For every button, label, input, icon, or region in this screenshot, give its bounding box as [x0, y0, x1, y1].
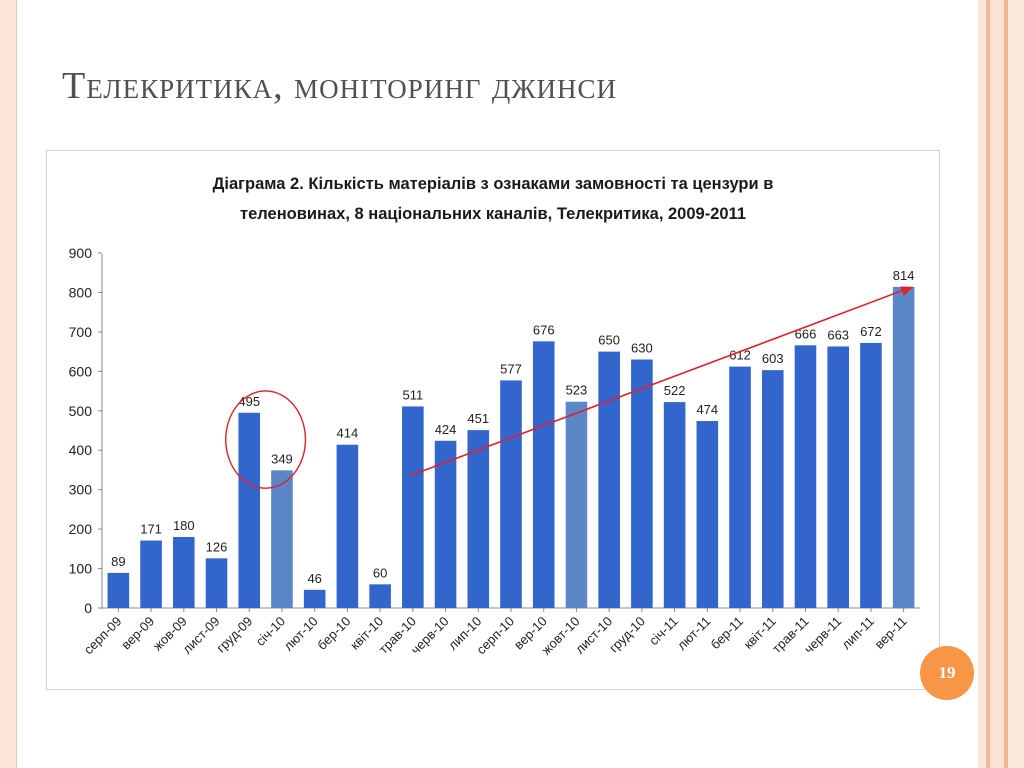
data-label: 424: [435, 422, 457, 437]
data-label: 603: [762, 351, 784, 366]
x-tick-label: черв-11: [801, 614, 844, 657]
data-label: 630: [631, 341, 653, 356]
bar: [663, 402, 686, 608]
x-tick-label: бер-11: [708, 614, 747, 653]
y-tick-label: 500: [69, 403, 93, 419]
bar: [860, 342, 882, 608]
data-label: 349: [271, 451, 293, 466]
data-label: 814: [893, 268, 915, 283]
bar: [336, 444, 359, 608]
data-label: 46: [307, 571, 321, 586]
bar-chart: Діаграма 2. Кількість матеріалів з ознак…: [69, 175, 920, 658]
data-label: 474: [696, 402, 718, 417]
bar: [500, 380, 522, 608]
right-decorative-stripes: [978, 0, 1024, 768]
data-label: 650: [598, 333, 620, 348]
bar: [892, 286, 915, 608]
data-label: 60: [373, 565, 387, 580]
bar: [271, 470, 293, 608]
slide-title: Телекритика, моніторинг джинси: [62, 65, 618, 107]
data-label: 180: [173, 518, 195, 533]
data-label: 612: [729, 348, 751, 363]
page-number: 19: [938, 663, 956, 682]
bar: [107, 572, 130, 608]
bar: [794, 345, 817, 608]
data-label: 511: [402, 387, 423, 402]
page-number-badge: 19: [920, 646, 974, 700]
bar: [761, 370, 784, 608]
bar: [303, 589, 326, 608]
data-label: 495: [238, 394, 260, 409]
left-decorative-border: [0, 0, 17, 768]
data-label: 577: [500, 361, 522, 376]
x-tick-label: лип-11: [838, 614, 877, 653]
bar: [696, 421, 719, 608]
x-tick-label: вер-11: [872, 614, 910, 652]
trend-arrowhead: [900, 286, 914, 296]
data-label: 672: [860, 324, 882, 339]
bar: [598, 351, 620, 608]
x-tick-label: лют-11: [674, 614, 713, 653]
data-label: 676: [533, 322, 555, 337]
bar: [532, 341, 555, 608]
y-tick-label: 700: [69, 324, 93, 340]
y-tick-label: 200: [69, 521, 93, 537]
bar: [631, 359, 653, 608]
data-label: 451: [467, 411, 489, 426]
chart-title-line-1: Діаграма 2. Кількість матеріалів з ознак…: [213, 175, 774, 193]
bar: [434, 440, 457, 608]
bar: [402, 406, 424, 608]
bar: [565, 401, 588, 608]
data-label: 522: [664, 383, 686, 398]
highlight-circle: [225, 390, 307, 489]
data-label: 414: [337, 426, 359, 441]
bar: [467, 430, 490, 608]
y-tick-label: 600: [69, 363, 93, 379]
data-label: 89: [111, 554, 125, 569]
x-tick-label: груд-09: [213, 614, 255, 656]
bar: [238, 412, 261, 608]
data-label: 666: [795, 326, 817, 341]
chart-title-line-2: теленовинах, 8 національних каналів, Тел…: [240, 205, 746, 223]
bar: [729, 366, 751, 608]
y-tick-label: 400: [69, 442, 93, 458]
x-tick-label: вер-09: [118, 614, 157, 653]
y-tick-label: 100: [69, 561, 93, 577]
bar: [827, 346, 849, 608]
data-label: 663: [827, 327, 849, 342]
bar: [205, 558, 228, 608]
data-label: 171: [140, 522, 162, 537]
chart-container: Діаграма 2. Кількість матеріалів з ознак…: [46, 150, 940, 690]
y-tick-label: 900: [69, 245, 93, 261]
trend-line: [409, 288, 906, 477]
y-tick-label: 800: [69, 284, 93, 300]
y-tick-label: 300: [69, 482, 93, 498]
y-tick-label: 0: [84, 600, 92, 616]
x-tick-label: груд-10: [606, 614, 648, 656]
bar: [140, 540, 162, 608]
bar: [173, 537, 195, 608]
bar: [369, 584, 391, 608]
x-tick-label: бер-10: [314, 614, 353, 653]
data-label: 523: [566, 383, 588, 398]
x-tick-label: лист-09: [179, 614, 222, 657]
x-tick-label: лют-10: [281, 614, 321, 654]
data-label: 126: [206, 539, 228, 554]
x-tick-label: лист-10: [572, 614, 615, 657]
x-tick-label: серп-09: [81, 614, 125, 658]
